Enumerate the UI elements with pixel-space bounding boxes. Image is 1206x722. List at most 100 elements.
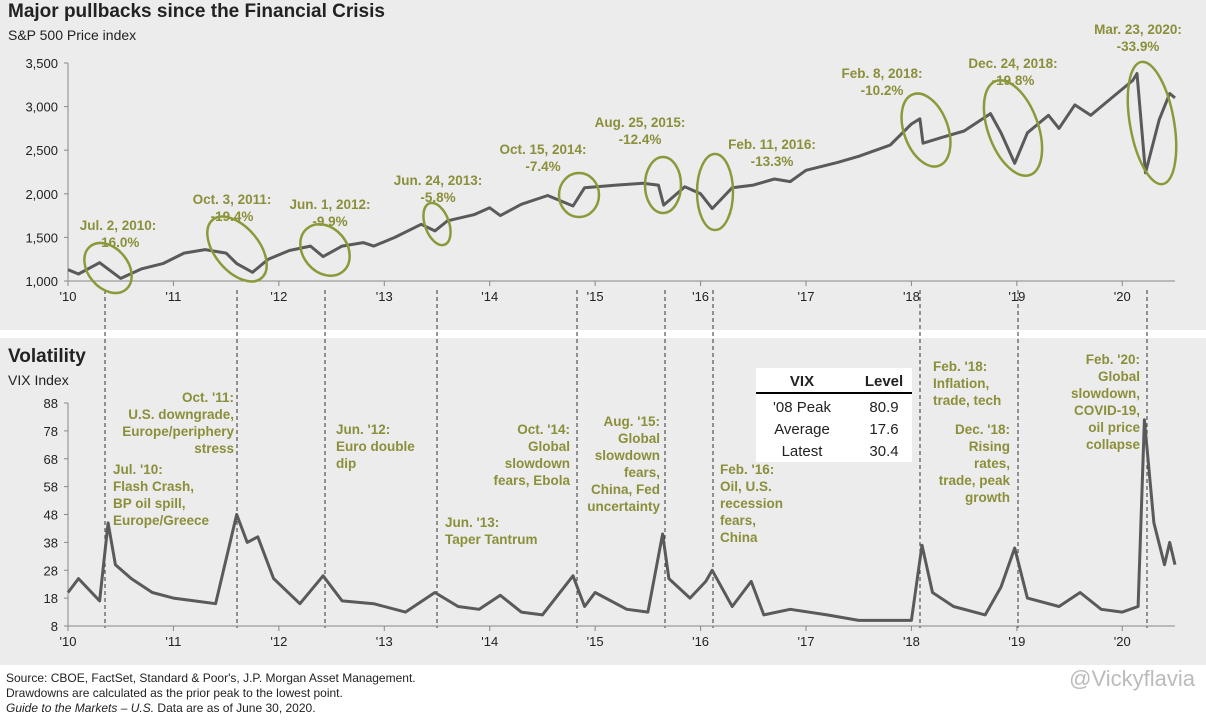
y-tick-label: 38 xyxy=(44,535,58,550)
annotation: slowdown, xyxy=(1071,386,1140,401)
footer-guide-rest: Data are as of June 30, 2020. xyxy=(154,701,315,715)
y-tick-label: 1,500 xyxy=(25,230,58,245)
pullback-ellipse xyxy=(206,215,268,283)
annotation: Aug. 25, 2015: xyxy=(595,115,686,130)
annotation: BP oil spill, xyxy=(113,496,186,511)
annotation: Jun. 24, 2013: xyxy=(394,173,483,188)
annotation: COVID-19, xyxy=(1074,403,1140,418)
y-tick-label: 2,000 xyxy=(25,187,58,202)
annotation: Oil, U.S. xyxy=(720,479,772,494)
annotation: -33.9% xyxy=(1117,39,1160,54)
x-tick-label: '15 xyxy=(587,634,604,649)
pullback-ellipse xyxy=(695,152,735,232)
annotation: Global xyxy=(1098,369,1140,384)
annotation: Oct. '11: xyxy=(182,390,234,405)
annotation: fears, xyxy=(624,465,660,480)
annotation: Oct. 3, 2011: xyxy=(193,192,272,207)
annotation: collapse xyxy=(1086,437,1141,452)
annotation: Feb. '20: xyxy=(1086,352,1140,367)
annotation: Oct. 15, 2014: xyxy=(499,142,586,157)
chart-subtitle: VIX Index xyxy=(8,372,69,388)
annotation: Flash Crash, xyxy=(113,479,194,494)
annotation: -13.3% xyxy=(751,154,794,169)
annotation: trade, peak xyxy=(939,473,1011,488)
footer-guide-italic: Guide to the Markets – U.S. xyxy=(6,701,154,715)
table-cell: '08 Peak xyxy=(773,399,831,416)
annotation: Jul. 2, 2010: xyxy=(80,218,157,233)
pullback-ellipse xyxy=(422,201,452,247)
annotation: growth xyxy=(965,490,1010,505)
x-tick-label: '19 xyxy=(1008,289,1025,304)
pullback-ellipse xyxy=(982,78,1044,178)
y-tick-label: 88 xyxy=(44,396,58,411)
table-header: Level xyxy=(865,373,903,390)
annotation: -10.2% xyxy=(861,83,904,98)
x-tick-label: '20 xyxy=(1114,634,1131,649)
annotation: Dec. '18: xyxy=(955,422,1010,437)
y-tick-label: 78 xyxy=(44,424,58,439)
annotation: Rising xyxy=(969,439,1010,454)
table-cell: 80.9 xyxy=(869,399,898,416)
x-tick-label: '10 xyxy=(60,634,77,649)
bottom-panel xyxy=(0,338,1206,665)
annotation: Euro double xyxy=(336,439,415,454)
x-tick-label: '18 xyxy=(903,634,920,649)
x-tick-label: '13 xyxy=(376,289,393,304)
x-tick-label: '14 xyxy=(481,634,498,649)
y-tick-label: 18 xyxy=(44,591,58,606)
annotation: Feb. '16: xyxy=(720,462,774,477)
annotation: Jun. 1, 2012: xyxy=(289,197,370,212)
annotation: China, Fed xyxy=(591,482,660,497)
annotation: dip xyxy=(336,456,356,471)
annotation: Global xyxy=(618,431,660,446)
table-header: VIX xyxy=(790,373,814,390)
vix-table xyxy=(756,368,912,462)
annotation: China xyxy=(720,530,758,545)
x-tick-label: '18 xyxy=(903,289,920,304)
annotation: Dec. 24, 2018: xyxy=(968,56,1057,71)
x-tick-label: '10 xyxy=(60,289,77,304)
annotation: -19.4% xyxy=(211,209,254,224)
annotation: Europe/Greece xyxy=(113,513,210,528)
x-tick-label: '16 xyxy=(692,289,709,304)
annotation: fears, xyxy=(720,513,756,528)
chart-subtitle: S&P 500 Price index xyxy=(8,27,136,43)
annotation: Jun. '13: xyxy=(445,515,499,530)
y-tick-label: 3,000 xyxy=(25,100,58,115)
watermark: @Vickyflavia xyxy=(1069,666,1196,691)
y-tick-label: 58 xyxy=(44,480,58,495)
annotation: Feb. '18: xyxy=(933,359,987,374)
y-tick-label: 68 xyxy=(44,452,58,467)
annotation: trade, tech xyxy=(933,393,1001,408)
x-tick-label: '15 xyxy=(587,289,604,304)
y-tick-label: 28 xyxy=(44,563,58,578)
x-tick-label: '12 xyxy=(270,289,287,304)
annotation: Aug. '15: xyxy=(604,414,660,429)
annotation: stress xyxy=(194,441,234,456)
annotation: recession xyxy=(720,496,783,511)
annotation: fears, Ebola xyxy=(493,473,570,488)
annotation: U.S. downgrade, xyxy=(128,407,234,422)
table-cell: 17.6 xyxy=(869,421,898,438)
x-tick-label: '17 xyxy=(798,289,815,304)
series-line xyxy=(66,418,1177,622)
pullback-ellipse xyxy=(557,171,601,219)
table-cell: Latest xyxy=(782,443,824,460)
chart-title: Volatility xyxy=(8,346,86,367)
annotation: -7.4% xyxy=(525,159,560,174)
table-cell: Average xyxy=(774,421,830,438)
annotation: Oct. '14: xyxy=(517,422,570,437)
annotation: -19.8% xyxy=(992,73,1035,88)
annotation: uncertainty xyxy=(587,499,660,514)
x-tick-label: '16 xyxy=(692,634,709,649)
annotation: Taper Tantrum xyxy=(445,532,538,547)
annotation: -16.0% xyxy=(97,235,140,250)
annotation: Jun. '12: xyxy=(336,422,390,437)
x-tick-label: '19 xyxy=(1008,634,1025,649)
pullback-ellipse xyxy=(643,155,683,215)
annotation: slowdown xyxy=(505,456,570,471)
annotation: Jul. '10: xyxy=(113,462,163,477)
x-tick-label: '11 xyxy=(165,289,181,304)
annotation: Feb. 8, 2018: xyxy=(841,66,922,81)
